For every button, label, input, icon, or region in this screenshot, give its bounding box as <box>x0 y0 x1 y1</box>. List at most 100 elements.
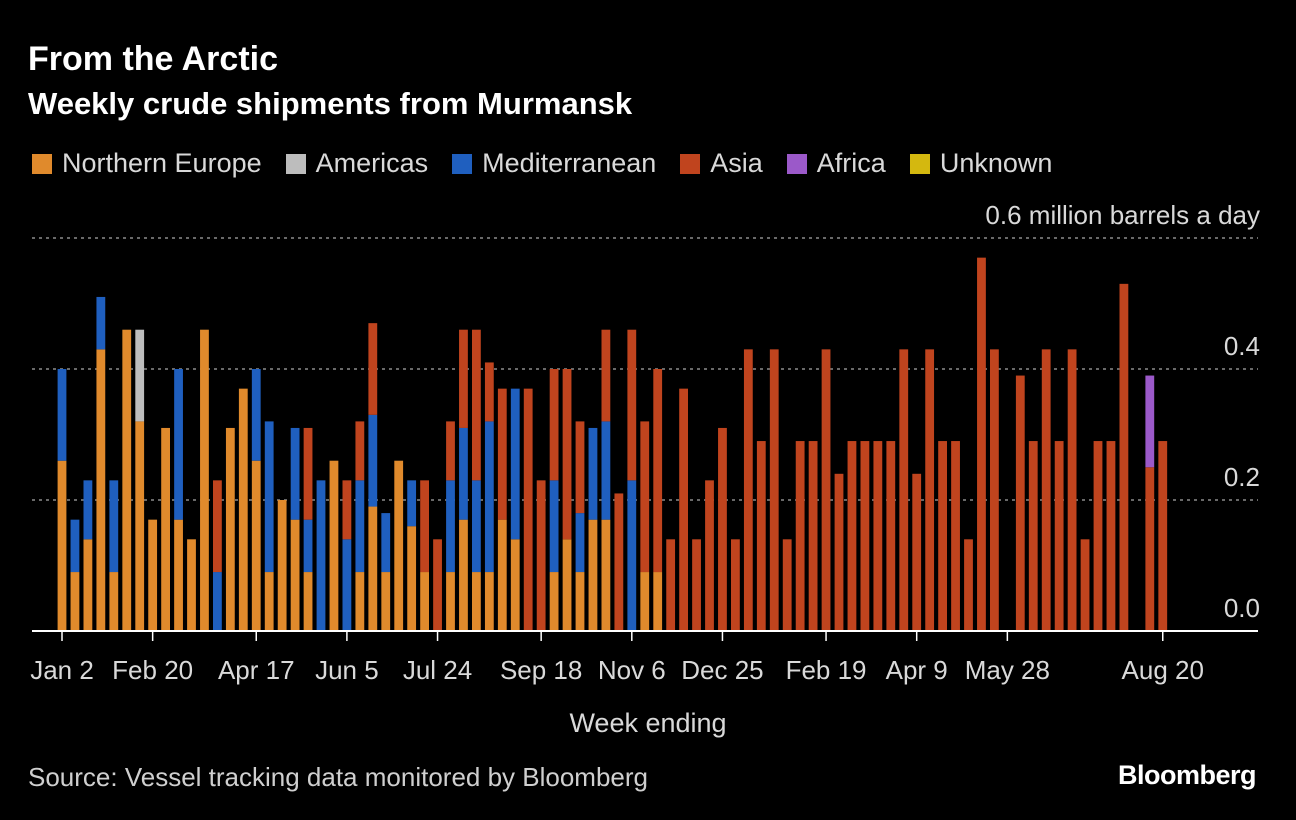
bar-segment-northern-europe <box>459 519 468 631</box>
x-tick-label: Feb 20 <box>112 655 193 685</box>
bar-segment-africa <box>1145 375 1155 468</box>
legend-item-mediterranean: Mediterranean <box>452 148 656 179</box>
legend: Northern Europe Americas Mediterranean A… <box>32 148 1076 179</box>
y-tick-label: 0.2 <box>1224 462 1260 492</box>
x-tick-label: Jul 24 <box>403 655 472 685</box>
bar-segment-asia <box>705 480 714 631</box>
legend-swatch <box>909 153 930 174</box>
bar-segment-northern-europe <box>200 329 209 631</box>
bar-segment-northern-europe <box>277 500 287 631</box>
bar-segment-mediterranean <box>342 539 352 631</box>
bar-segment-asia <box>743 349 753 631</box>
bar-segment-northern-europe <box>484 572 494 631</box>
bar-segment-asia <box>731 539 740 631</box>
bar-segment-mediterranean <box>381 513 391 573</box>
legend-item-asia: Asia <box>680 148 763 179</box>
bar-segment-asia <box>666 539 676 631</box>
legend-label: Americas <box>315 148 429 178</box>
bar-segment-asia <box>692 539 701 631</box>
bar-segment-asia <box>433 539 442 631</box>
legend-label: Asia <box>710 148 763 178</box>
y-tick-label: 0.4 <box>1224 331 1260 361</box>
bar-segment-mediterranean <box>70 519 80 573</box>
bar-segment-northern-europe <box>407 526 417 631</box>
legend-label: Africa <box>816 148 886 178</box>
legend-swatch <box>32 153 52 174</box>
bar-segment-asia <box>1080 539 1090 631</box>
bar-segment-asia <box>1093 441 1103 631</box>
bar-segment-mediterranean <box>83 480 93 540</box>
bar-segment-northern-europe <box>394 460 404 631</box>
legend-item-northern-europe: Northern Europe <box>32 148 262 179</box>
legend-label: Mediterranean <box>482 148 657 178</box>
bar-segment-mediterranean <box>109 480 119 573</box>
bar-segment-asia <box>899 349 909 631</box>
bar-segment-mediterranean <box>484 421 494 573</box>
bar-segment-asia <box>342 480 352 540</box>
bar-segment-asia <box>886 441 896 631</box>
bar-segment-northern-europe <box>174 519 183 631</box>
bar-segment-northern-europe <box>446 572 455 631</box>
x-tick-label: Apr 17 <box>218 655 295 685</box>
legend-swatch <box>786 153 807 174</box>
bar-segment-mediterranean <box>355 480 365 573</box>
bar-segment-asia <box>536 480 546 631</box>
bar-segment-northern-europe <box>497 519 507 631</box>
bar-segment-northern-europe <box>510 539 520 631</box>
bar-segment-asia <box>679 388 688 631</box>
bar-segment-northern-europe <box>588 519 598 631</box>
bar-segment-northern-europe <box>57 460 67 631</box>
x-axis-title: Week ending <box>569 708 726 738</box>
bar-segment-northern-europe <box>420 572 429 631</box>
bar-segment-mediterranean <box>601 421 611 520</box>
bar-segment-northern-europe <box>83 539 93 631</box>
x-tick-label: Apr 9 <box>886 655 948 685</box>
legend-item-americas: Americas <box>285 148 429 179</box>
bar-segment-asia <box>756 441 766 631</box>
bar-segment-asia <box>718 427 727 631</box>
bar-segment-asia <box>990 349 999 631</box>
bar-segment-northern-europe <box>368 506 378 631</box>
bar-segment-northern-europe <box>96 349 106 631</box>
bar-segment-asia <box>472 329 481 481</box>
bar-segment-northern-europe <box>355 572 365 631</box>
bar-segment-asia <box>497 388 507 520</box>
bar-segment-asia <box>420 480 429 573</box>
bar-segment-asia <box>368 323 378 415</box>
bar-segment-asia <box>951 441 960 631</box>
bar-segment-asia <box>782 539 792 631</box>
stacked-bar-chart: 0.0 0.2 0.4 0.6 million barrels a day Jan 2 F… <box>30 200 1260 738</box>
x-tick-label: Dec 25 <box>681 655 763 685</box>
bar-segment-asia <box>1028 441 1038 631</box>
source-note: Source: Vessel tracking data monitored b… <box>28 762 649 792</box>
bar-segment-mediterranean <box>213 572 222 631</box>
bar-segment-asia <box>355 421 365 481</box>
bar-segment-americas <box>135 329 145 422</box>
bar-segment-asia <box>873 441 883 631</box>
bar-segment-northern-europe <box>601 519 611 631</box>
legend-item-africa: Africa <box>786 148 886 179</box>
y-axis-unit: million barrels a day <box>1029 200 1260 230</box>
bar-segment-northern-europe <box>562 539 572 631</box>
bar-segment-northern-europe <box>109 572 119 631</box>
legend-label: Unknown <box>939 148 1053 178</box>
bar-segment-asia <box>614 493 624 631</box>
bar-segment-mediterranean <box>303 519 313 573</box>
bar-segment-asia <box>808 441 818 631</box>
legend-swatch <box>680 153 701 174</box>
bar-segment-mediterranean <box>290 427 300 520</box>
x-tick-label: Nov 6 <box>598 655 666 685</box>
bar-segment-asia <box>795 441 805 631</box>
bar-segment-northern-europe <box>148 519 158 631</box>
bar-segment-asia <box>303 427 313 520</box>
bar-segment-mediterranean <box>368 414 378 507</box>
bar-segment-mediterranean <box>575 513 585 573</box>
bar-segment-asia <box>821 349 831 631</box>
bar-segment-northern-europe <box>472 572 481 631</box>
bar-segment-mediterranean <box>251 369 261 461</box>
bar-segment-northern-europe <box>187 539 196 631</box>
bar-segment-mediterranean <box>472 480 481 573</box>
bar-segment-northern-europe <box>381 572 391 631</box>
bar-segment-northern-europe <box>653 572 663 631</box>
y-tick-value: 0.6 <box>985 200 1028 230</box>
